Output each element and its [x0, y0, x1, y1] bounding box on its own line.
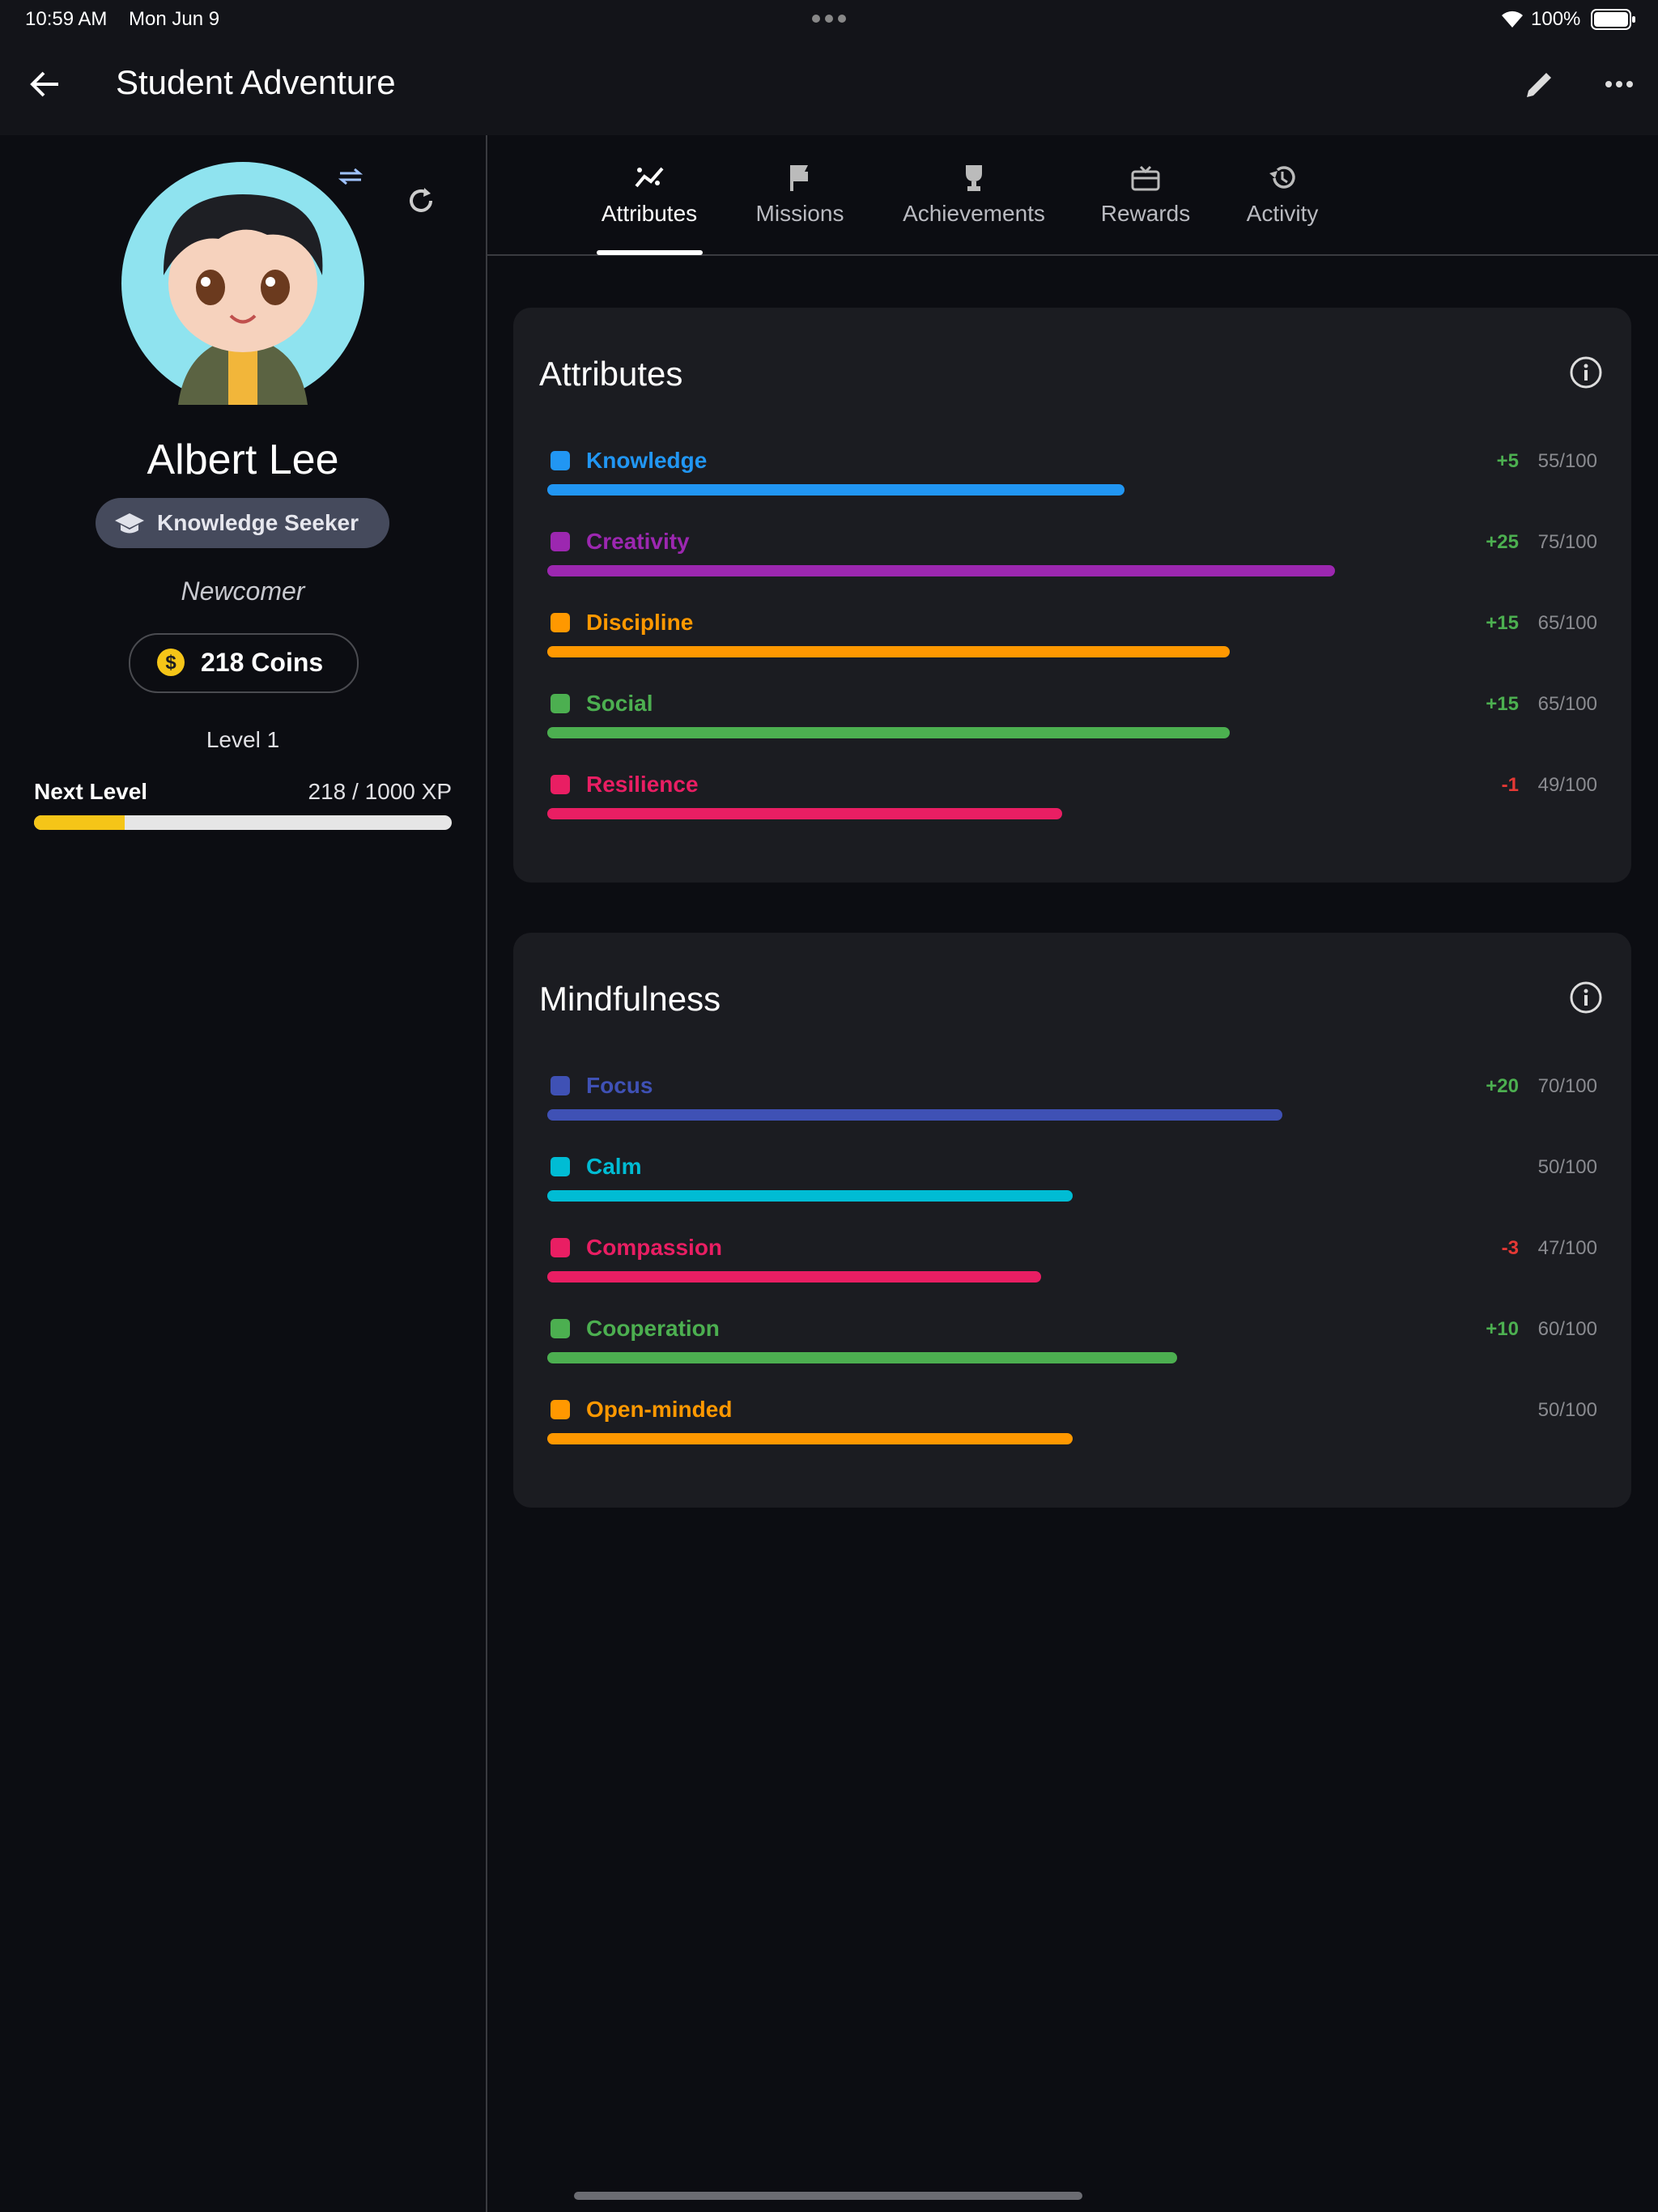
badge-pill: [96, 498, 389, 548]
xp-text: 218 / 1000 XP: [308, 779, 452, 804]
attribute-bar: [547, 484, 1125, 496]
battery-icon: [1591, 9, 1635, 30]
attribute-bar: [547, 1433, 1073, 1444]
attribute-bar: [547, 646, 1231, 657]
coins: 218 Coins: [201, 648, 324, 677]
xp-track: [34, 815, 452, 830]
next-level-label: Next Level: [34, 779, 148, 804]
tab[interactable]: Activity: [1246, 201, 1319, 226]
badge-icon: [115, 513, 144, 534]
attribute-name: Cooperation: [586, 1316, 720, 1341]
attribute-icon: [551, 1157, 570, 1176]
tab[interactable]: Rewards: [1100, 201, 1191, 226]
attribute-name: Knowledge: [586, 448, 708, 473]
attribute-icon: [551, 1400, 570, 1419]
wifi-icon: [1502, 11, 1523, 28]
attribute-delta: +10: [1486, 1318, 1519, 1340]
tab[interactable]: Achievements: [903, 201, 1045, 226]
attribute-bar: [547, 1271, 1041, 1283]
attribute-delta: +15: [1486, 612, 1519, 634]
attribute-delta: -1: [1501, 774, 1519, 796]
section-card: Attributes Knowledge +5 55/100 Creativity +25…: [513, 308, 1631, 883]
edit-button[interactable]: [1524, 68, 1556, 100]
attribute-name: Discipline: [586, 610, 694, 635]
refresh-button[interactable]: [405, 185, 437, 217]
attribute-icon: [551, 1076, 570, 1095]
attribute-bar: [547, 1352, 1178, 1363]
attribute-bar: [547, 565, 1335, 576]
attribute-icon: [551, 451, 570, 470]
attribute-icon: [551, 1319, 570, 1338]
attribute-bar: [547, 808, 1062, 819]
attribute-icon: [551, 613, 570, 632]
attribute-name: Open-minded: [586, 1397, 733, 1422]
attribute-delta: +20: [1486, 1075, 1519, 1097]
attribute-score: 49/100: [1537, 774, 1597, 796]
status-time: 10:59 AM: [25, 8, 108, 30]
xp-fill: [34, 815, 125, 830]
attribute-name: Resilience: [586, 772, 699, 797]
tab-icon: [790, 165, 808, 191]
tab-divider: [487, 254, 1658, 256]
attribute-score: 60/100: [1537, 1318, 1597, 1340]
tab[interactable]: Attributes: [601, 201, 698, 226]
attribute-name: Focus: [586, 1073, 653, 1098]
badge-text: Knowledge Seeker: [157, 510, 359, 535]
level: Level 1: [206, 727, 280, 752]
tab[interactable]: Missions: [755, 201, 844, 226]
tab-icon: [1131, 165, 1160, 191]
info-button[interactable]: [1568, 980, 1604, 1015]
attribute-name: Social: [586, 691, 653, 716]
attribute-icon: [551, 1238, 570, 1257]
coin-icon: $: [157, 649, 185, 676]
panel-divider: [486, 135, 487, 2212]
battery-text: 100%: [1531, 8, 1581, 30]
attribute-score: 65/100: [1537, 693, 1597, 715]
avatar[interactable]: [121, 162, 364, 405]
tab-icon: [966, 165, 982, 191]
attribute-score: 75/100: [1537, 531, 1597, 553]
tab-icon: [635, 167, 664, 188]
status-date: Mon Jun 9: [129, 8, 220, 30]
profile-name: Albert Lee: [147, 436, 339, 483]
attribute-score: 55/100: [1537, 450, 1597, 472]
attribute-icon: [551, 775, 570, 794]
attribute-score: 47/100: [1537, 1237, 1597, 1259]
multitask-dots: [812, 15, 846, 23]
attribute-delta: +15: [1486, 693, 1519, 715]
rank: Newcomer: [181, 576, 305, 606]
attribute-delta: -3: [1501, 1237, 1519, 1259]
tab-icon: [1269, 166, 1295, 189]
section-card: Mindfulness Focus +20 70/100 Calm 50/100 Compa…: [513, 933, 1631, 1508]
attribute-delta: +5: [1496, 450, 1519, 472]
attribute-name: Calm: [586, 1154, 642, 1179]
attribute-score: 70/100: [1537, 1075, 1597, 1097]
app-title: Student Adventure: [116, 63, 396, 101]
more-button[interactable]: [1605, 78, 1634, 91]
attribute-icon: [551, 694, 570, 713]
back-button[interactable]: [29, 70, 62, 99]
attribute-bar: [547, 727, 1231, 738]
attribute-score: 65/100: [1537, 612, 1597, 634]
attribute-bar: [547, 1109, 1282, 1121]
svg-text:$: $: [165, 652, 176, 674]
attribute-name: Creativity: [586, 529, 690, 554]
section-title: Attributes: [539, 355, 683, 393]
attribute-icon: [551, 532, 570, 551]
section-title: Mindfulness: [539, 980, 721, 1018]
attribute-score: 50/100: [1537, 1156, 1597, 1178]
attribute-bar: [547, 1190, 1073, 1202]
info-button[interactable]: [1568, 355, 1604, 390]
coins-pill: [129, 633, 359, 693]
active-tab-indicator: [597, 250, 703, 255]
attribute-score: 50/100: [1537, 1399, 1597, 1421]
home-indicator: [574, 2192, 1082, 2200]
swap-avatar[interactable]: [337, 167, 364, 186]
attribute-delta: +25: [1486, 531, 1519, 553]
attribute-name: Compassion: [586, 1235, 723, 1260]
